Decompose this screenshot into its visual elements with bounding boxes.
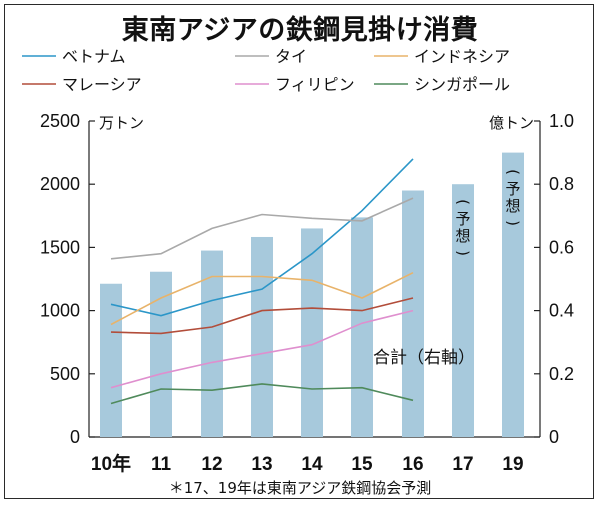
x-tick-label: 14 — [301, 454, 323, 475]
left-tick-label: 2000 — [40, 174, 80, 194]
legend-label: マレーシア — [62, 75, 142, 94]
left-tick-label: 1500 — [40, 237, 80, 257]
total-bar — [150, 271, 172, 437]
forecast-label-19: ( — [504, 169, 522, 175]
series-line — [110, 309, 414, 389]
x-tick-label: 15 — [351, 454, 373, 475]
series-line — [110, 383, 414, 405]
footnote: ＊17、19年は東南アジア鉄鋼協会予測 — [169, 479, 432, 497]
x-tick-label: 11 — [151, 454, 172, 475]
total-bar — [201, 250, 223, 437]
right-tick-label: 0.2 — [549, 364, 574, 384]
left-tick-label: 2500 — [40, 111, 80, 131]
series-line — [110, 297, 414, 335]
left-tick-label: 500 — [50, 364, 80, 384]
x-tick-label: 13 — [251, 454, 272, 475]
forecast-label-17: 予 — [455, 210, 470, 228]
chart-border — [4, 4, 594, 499]
forecast-label-19: ) — [504, 220, 522, 226]
left-axis-unit: 万トン — [99, 114, 144, 132]
right-tick-label: 0.4 — [549, 301, 574, 321]
legend-label: タイ — [275, 47, 307, 66]
x-tick-label: 17 — [452, 454, 473, 475]
series-line — [110, 158, 414, 317]
left-tick-label: 1000 — [40, 301, 80, 321]
total-bar — [502, 152, 524, 437]
series-line — [110, 271, 414, 326]
total-bar — [251, 236, 273, 437]
legend-label: インドネシア — [414, 47, 510, 66]
forecast-label-17: ( — [454, 199, 472, 205]
x-tick-label: 16 — [402, 454, 423, 475]
x-tick-label: 19 — [502, 454, 523, 475]
left-tick-label: 0 — [70, 427, 80, 447]
series-line — [110, 197, 414, 260]
total-bar — [452, 184, 474, 437]
x-tick-label: 12 — [201, 454, 222, 475]
total-bar — [351, 217, 373, 437]
right-tick-label: 1.0 — [549, 111, 574, 131]
forecast-label-19: 予 — [505, 180, 520, 198]
total-annotation: 合計（右軸） — [373, 348, 475, 368]
forecast-label-17: 想 — [455, 227, 470, 245]
right-tick-label: 0 — [549, 427, 559, 447]
forecast-label-17: ) — [454, 250, 472, 256]
right-axis-unit: 億トン — [489, 114, 534, 132]
legend-label: フィリピン — [275, 75, 355, 94]
x-tick-label: 10年 — [91, 452, 131, 475]
right-tick-label: 0.6 — [549, 237, 574, 257]
chart-title: 東南アジアの鉄鋼見掛け消費 — [121, 15, 479, 46]
total-bar — [402, 190, 424, 437]
legend-label: シンガポール — [414, 75, 510, 94]
right-tick-label: 0.8 — [549, 174, 574, 194]
forecast-label-19: 想 — [505, 197, 520, 215]
legend-label: ベトナム — [62, 47, 126, 66]
